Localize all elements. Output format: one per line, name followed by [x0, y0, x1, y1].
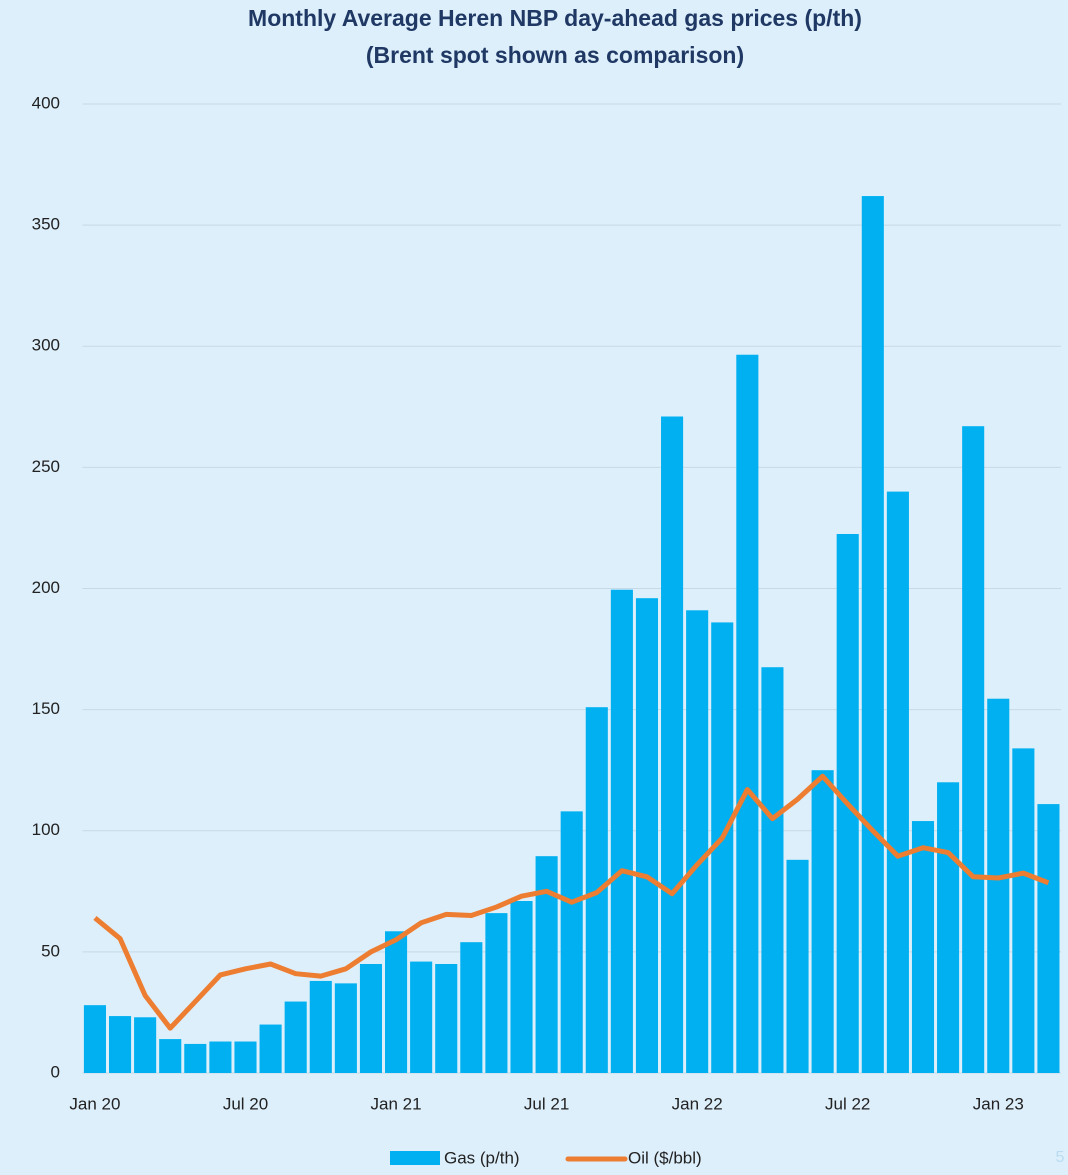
bar: [385, 931, 408, 1073]
bar: [610, 589, 633, 1073]
bar: [359, 963, 383, 1073]
bar: [1012, 748, 1035, 1073]
bar: [711, 622, 734, 1073]
bar: [560, 811, 583, 1073]
bar: [134, 1017, 157, 1073]
bar: [410, 961, 433, 1073]
x-tick-label: Jan 22: [672, 1094, 723, 1113]
y-tick-label: 50: [41, 941, 60, 960]
y-tick-label: 400: [32, 93, 60, 112]
bar: [761, 667, 784, 1073]
bar: [435, 963, 458, 1073]
x-tick-label: Jul 21: [524, 1094, 569, 1113]
bar: [234, 1041, 257, 1073]
x-tick-label: Jul 22: [825, 1094, 870, 1113]
bar: [811, 770, 834, 1073]
bar: [1037, 804, 1060, 1073]
y-tick-label: 0: [51, 1062, 60, 1081]
bar: [886, 491, 909, 1074]
x-tick-label: Jan 21: [371, 1094, 422, 1113]
y-tick-label: 100: [32, 820, 60, 839]
bar: [786, 859, 809, 1073]
page-number: 5: [1056, 1149, 1065, 1166]
x-tick-label: Jan 20: [69, 1094, 120, 1113]
y-tick-label: 200: [32, 578, 60, 597]
bar: [686, 610, 709, 1073]
legend-swatch: [390, 1151, 440, 1165]
bar: [535, 856, 558, 1073]
y-tick-label: 150: [32, 699, 60, 718]
bar: [962, 426, 985, 1073]
bar: [510, 901, 533, 1073]
bar: [184, 1043, 207, 1073]
bar: [334, 983, 357, 1073]
bar: [911, 821, 935, 1073]
bar: [108, 1016, 132, 1073]
y-tick-label: 350: [32, 215, 60, 234]
line: [93, 773, 1050, 1031]
bar: [987, 698, 1010, 1073]
bar: [736, 354, 759, 1073]
y-tick-label: 250: [32, 457, 60, 476]
bar: [937, 782, 960, 1073]
bar: [460, 942, 483, 1073]
bar: [83, 1005, 106, 1073]
bar: [661, 416, 684, 1073]
bar: [309, 980, 332, 1073]
chart-subtitle: (Brent spot shown as comparison): [366, 42, 744, 68]
legend-label: Gas (p/th): [444, 1148, 520, 1167]
legend-label: Oil ($/bbl): [628, 1148, 702, 1167]
x-tick-label: Jan 23: [973, 1094, 1024, 1113]
bar: [209, 1041, 232, 1073]
bar: [284, 1001, 307, 1073]
bar: [485, 913, 508, 1073]
bar: [861, 196, 884, 1073]
bar: [635, 598, 659, 1073]
x-tick-label: Jul 20: [223, 1094, 268, 1113]
bar: [159, 1039, 182, 1073]
chart-title: Monthly Average Heren NBP day-ahead gas …: [248, 5, 862, 31]
bar: [259, 1024, 282, 1073]
y-tick-label: 300: [32, 336, 60, 355]
